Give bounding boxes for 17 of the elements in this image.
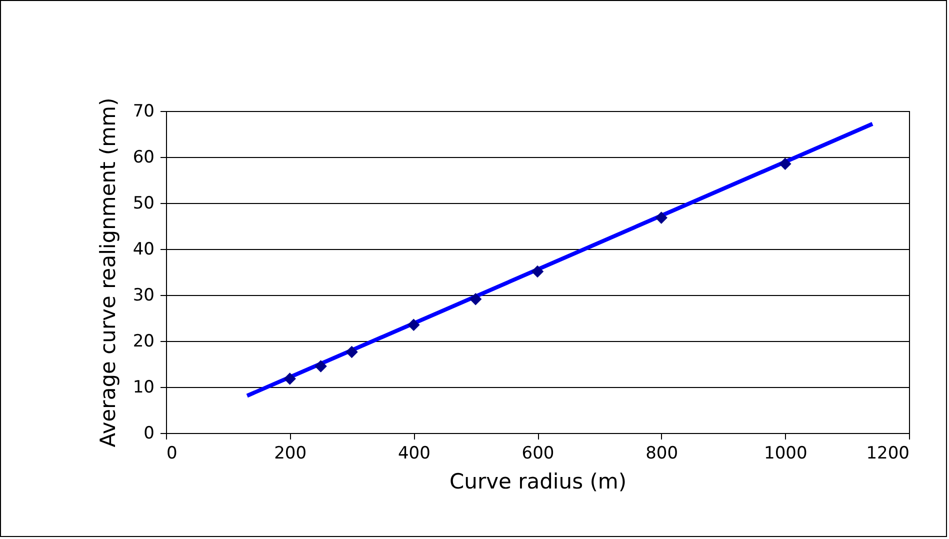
y-tick-label: 20 (132, 332, 154, 352)
x-tick-label: 200 (274, 444, 307, 464)
x-tick-label: 400 (398, 444, 430, 464)
y-axis-title: Average curve realignment (mm) (96, 98, 120, 448)
y-tick-label: 0 (144, 424, 154, 444)
x-axis-title: Curve radius (m) (449, 470, 627, 494)
y-tick-label: 70 (132, 102, 154, 122)
y-tick-label: 30 (132, 286, 154, 306)
y-tick-label: 40 (132, 240, 154, 260)
x-tick-label: 1000 (764, 444, 808, 464)
y-tick-label: 50 (132, 194, 154, 214)
x-tick-label: 1200 (866, 444, 910, 464)
x-tick-label: 0 (166, 444, 178, 464)
x-tick-label: 600 (522, 444, 554, 464)
x-tick-label: 800 (646, 444, 678, 464)
y-tick-label: 10 (132, 378, 154, 398)
y-tick-label: 60 (132, 148, 154, 168)
